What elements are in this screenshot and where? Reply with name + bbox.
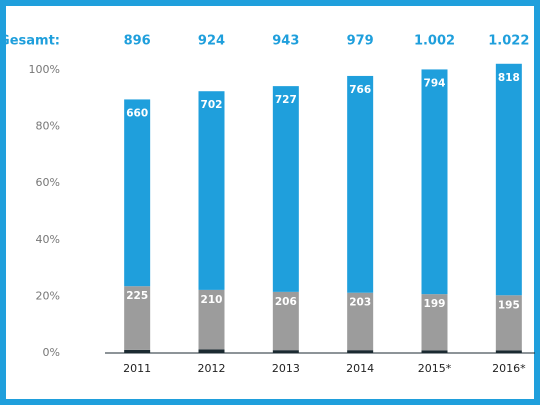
y-tick-label: 20% xyxy=(36,289,60,302)
bar-segment xyxy=(124,286,151,350)
y-tick-label: 40% xyxy=(36,233,60,246)
x-tick-label: 2014 xyxy=(346,362,374,375)
bar-segment xyxy=(495,295,522,351)
x-tick-label: 2012 xyxy=(198,362,226,375)
bar-segment xyxy=(198,289,225,350)
bar-segment xyxy=(198,349,225,353)
data-label: 766 xyxy=(349,84,371,96)
y-tick-label: 0% xyxy=(43,346,60,359)
total-value: 1.002 xyxy=(414,34,455,49)
bar-segment xyxy=(272,350,299,353)
data-label: 818 xyxy=(498,72,520,84)
total-value: 896 xyxy=(124,34,151,49)
bar-segment xyxy=(198,91,225,290)
bar-segment xyxy=(272,291,299,351)
total-label: Gesamt: xyxy=(0,34,60,49)
bar-segment xyxy=(421,294,448,351)
bar-segment xyxy=(124,99,151,287)
total-value: 979 xyxy=(347,34,374,49)
data-label: 210 xyxy=(201,294,223,306)
data-label: 225 xyxy=(126,290,148,302)
bar-segment xyxy=(347,292,374,351)
x-tick-label: 2016* xyxy=(492,362,526,375)
x-tick-label: 2013 xyxy=(272,362,300,375)
bar-segment xyxy=(347,75,374,293)
data-label: 660 xyxy=(126,107,148,119)
x-tick-label: 2011 xyxy=(123,362,151,375)
bar-segment xyxy=(421,350,448,353)
data-label: 195 xyxy=(498,299,520,311)
data-label: 206 xyxy=(275,296,297,308)
x-tick-label: 2015* xyxy=(418,362,452,375)
bar-segment xyxy=(347,350,374,353)
bar-segment xyxy=(272,86,299,292)
y-tick-label: 100% xyxy=(29,63,60,76)
total-value: 943 xyxy=(272,34,299,49)
data-label: 203 xyxy=(349,297,371,309)
data-label: 727 xyxy=(275,94,297,106)
data-label: 702 xyxy=(201,99,223,111)
total-value: 924 xyxy=(198,34,225,49)
total-value: 1.022 xyxy=(488,34,529,49)
bar-segment xyxy=(495,63,522,296)
bar-segment xyxy=(421,69,448,295)
data-label: 199 xyxy=(424,298,446,310)
bar-segment xyxy=(495,350,522,353)
data-label: 794 xyxy=(424,77,446,89)
y-tick-label: 60% xyxy=(36,176,60,189)
bar-segment xyxy=(124,349,151,353)
y-tick-label: 80% xyxy=(36,120,60,133)
